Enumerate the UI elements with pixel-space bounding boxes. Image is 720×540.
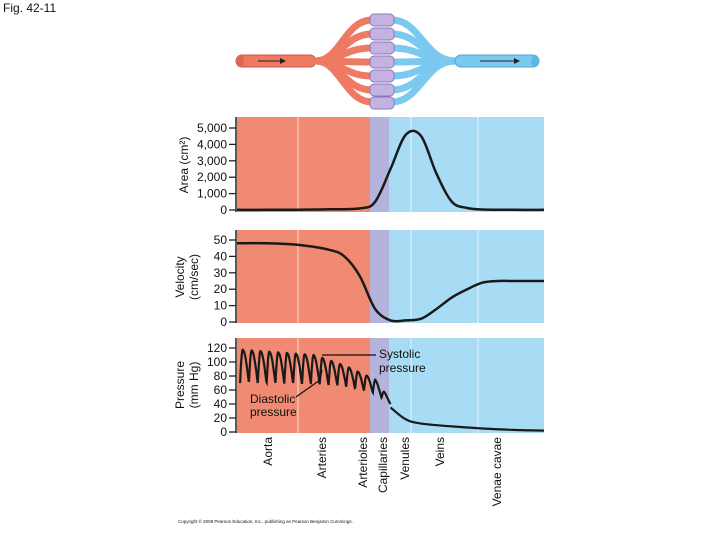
velocity-ylabel-line2: (cm/sec) bbox=[187, 254, 201, 300]
area-tick-label-3: 2,000 bbox=[197, 170, 227, 184]
area-tick-label-0: 5,000 bbox=[197, 121, 227, 135]
velocity-ylabel-line1: Velocity bbox=[173, 256, 187, 297]
artery-branch-7 bbox=[312, 57, 376, 106]
region-label-venae-cavae: Venae cavae bbox=[490, 437, 504, 507]
velocity-tick-label-1: 40 bbox=[214, 249, 228, 263]
region-label-venules: Venules bbox=[398, 437, 412, 480]
pressure-venous-bg bbox=[389, 338, 544, 433]
area-tick-label-5: 0 bbox=[220, 203, 227, 217]
region-label-aorta: Aorta bbox=[261, 437, 275, 466]
area-tick-label-1: 4,000 bbox=[197, 137, 227, 151]
panel-velocity bbox=[237, 230, 544, 323]
pressure-tick-label-2: 80 bbox=[214, 369, 228, 383]
axis-area: 5,000 4,000 3,000 2,000 1,000 0 bbox=[197, 117, 237, 217]
systolic-label-line2: pressure bbox=[379, 361, 426, 375]
area-capillary-bg bbox=[370, 117, 389, 212]
velocity-tick-label-0: 50 bbox=[214, 233, 228, 247]
capillary-bed-4 bbox=[369, 55, 395, 69]
velocity-capillary-bg bbox=[370, 230, 389, 323]
capillary-bed-6 bbox=[369, 83, 395, 97]
aorta-opening bbox=[236, 55, 244, 67]
axis-velocity: 50 40 30 20 10 0 bbox=[214, 230, 237, 329]
capillary-bed-3 bbox=[369, 41, 395, 55]
pressure-tick-label-4: 40 bbox=[214, 397, 228, 411]
area-ylabel: Area (cm²) bbox=[177, 137, 191, 194]
region-label-arteries: Arteries bbox=[315, 437, 329, 478]
pressure-tick-label-0: 120 bbox=[207, 341, 227, 355]
area-curve bbox=[236, 129, 545, 212]
panel-area bbox=[237, 117, 544, 212]
region-label-capillaries: Capillaries bbox=[376, 437, 390, 493]
diastolic-leader-line bbox=[295, 369, 323, 398]
capillary-bed-1 bbox=[369, 13, 395, 27]
velocity-curve bbox=[236, 241, 544, 323]
pressure-tick-label-1: 100 bbox=[207, 355, 227, 369]
velocity-venous-bg bbox=[389, 230, 544, 323]
diastolic-label-line2: pressure bbox=[250, 405, 297, 419]
pressure-tick-label-5: 20 bbox=[214, 411, 228, 425]
vein-branch-7 bbox=[388, 57, 459, 106]
velocity-tick-label-4: 10 bbox=[214, 299, 228, 313]
figure-label: Fig. 42-11 bbox=[3, 1, 57, 15]
outflow-arrow-head bbox=[514, 58, 520, 64]
pressure-oscillation-curve bbox=[239, 348, 392, 405]
vessel-diagram bbox=[235, 13, 540, 110]
velocity-tick-label-3: 20 bbox=[214, 282, 228, 296]
area-venous-bg bbox=[389, 117, 544, 212]
area-tick-label-4: 1,000 bbox=[197, 187, 227, 201]
region-label-arterioles: Arterioles bbox=[356, 437, 370, 488]
systolic-label-line1: Systolic bbox=[379, 347, 420, 361]
pressure-tick-label-3: 60 bbox=[214, 383, 228, 397]
vena-cava-opening bbox=[531, 55, 539, 67]
capillary-bed-7 bbox=[369, 96, 395, 110]
pressure-mean-curve bbox=[389, 406, 545, 432]
area-arterial-bg bbox=[237, 117, 370, 212]
area-tick-label-2: 3,000 bbox=[197, 154, 227, 168]
pressure-tick-label-6: 0 bbox=[220, 425, 227, 439]
copyright-text: Copyright © 2008 Pearson Education, Inc.… bbox=[178, 518, 353, 524]
capillary-bed-2 bbox=[369, 27, 395, 41]
region-label-veins: Veins bbox=[433, 437, 447, 466]
pressure-ylabel-line2: (mm Hg) bbox=[187, 362, 201, 409]
diastolic-label-line1: Diastolic bbox=[250, 392, 295, 406]
capillary-bed-5 bbox=[369, 69, 395, 83]
pressure-ylabel-line1: Pressure bbox=[173, 361, 187, 409]
velocity-tick-label-2: 30 bbox=[214, 266, 228, 280]
inflow-arrow-head bbox=[280, 58, 286, 64]
pressure-capillary-bg bbox=[370, 338, 389, 433]
velocity-tick-label-5: 0 bbox=[220, 315, 227, 329]
